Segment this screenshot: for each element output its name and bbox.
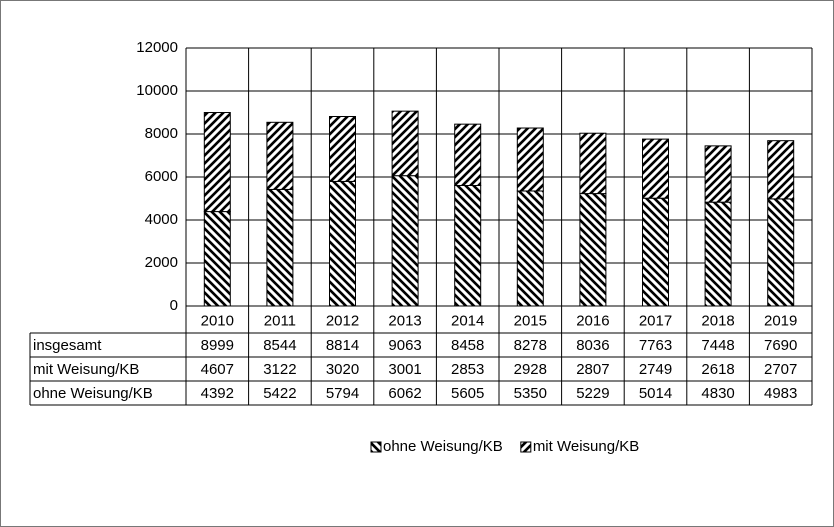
bar [266, 121, 294, 190]
table-cell: 4392 [201, 385, 234, 402]
x-tick-label: 2012 [326, 312, 359, 329]
row-label: mit Weisung/KB [33, 361, 139, 378]
x-tick-label: 2017 [639, 312, 672, 329]
bar [642, 138, 669, 199]
bar [704, 145, 732, 203]
table-cell: 8458 [451, 337, 484, 354]
legend-label: ohne Weisung/KB [383, 438, 503, 455]
table-cell: 7690 [764, 337, 797, 354]
table-cell: 5014 [639, 385, 672, 402]
table-cell: 7763 [639, 337, 672, 354]
table-cell: 2807 [576, 361, 609, 378]
table-cell: 2618 [701, 361, 734, 378]
table-cell: 8999 [201, 337, 234, 354]
table-cell: 5605 [451, 385, 484, 402]
legend-label: mit Weisung/KB [533, 438, 639, 455]
x-tick-label: 2013 [388, 312, 421, 329]
legend-swatch [520, 441, 532, 453]
table-cell: 3122 [263, 361, 296, 378]
table-cell: 8814 [326, 337, 359, 354]
table-cell: 7448 [701, 337, 734, 354]
bar [203, 112, 231, 213]
table-cell: 8036 [576, 337, 609, 354]
table-cell: 8544 [263, 337, 296, 354]
bar [203, 211, 231, 307]
y-tick-label: 2000 [145, 254, 178, 271]
table-cell: 4983 [764, 385, 797, 402]
row-label: ohne Weisung/KB [33, 385, 153, 402]
x-tick-label: 2014 [451, 312, 484, 329]
x-tick-label: 2011 [264, 312, 296, 329]
x-tick-label: 2016 [576, 312, 609, 329]
bar [391, 110, 419, 177]
bar [329, 115, 356, 182]
table-cell: 8278 [514, 337, 547, 354]
y-tick-label: 8000 [145, 125, 178, 142]
bar [454, 123, 482, 186]
bar [329, 180, 356, 307]
table-cell: 3001 [388, 361, 421, 378]
table-cell: 2853 [451, 361, 484, 378]
table-cell: 6062 [388, 385, 421, 402]
table-cell: 2707 [764, 361, 797, 378]
x-tick-label: 2010 [201, 312, 234, 329]
bar [767, 198, 795, 307]
table-cell: 3020 [326, 361, 359, 378]
y-tick-label: 6000 [145, 168, 178, 185]
bar [767, 140, 795, 200]
y-tick-label: 0 [170, 297, 178, 314]
bar [579, 132, 607, 195]
table-cell: 5350 [514, 385, 547, 402]
legend-swatch [370, 441, 382, 453]
table-cell: 4830 [701, 385, 734, 402]
y-tick-label: 10000 [136, 82, 178, 99]
bar [266, 188, 294, 307]
bar [516, 127, 544, 192]
table-cell: 5229 [576, 385, 609, 402]
x-tick-label: 2019 [764, 312, 797, 329]
bar [454, 184, 482, 307]
table-cell: 2749 [639, 361, 672, 378]
bar [516, 190, 544, 307]
table-cell: 4607 [201, 361, 234, 378]
x-tick-label: 2018 [701, 312, 734, 329]
table-cell: 5422 [263, 385, 296, 402]
bar [704, 201, 732, 307]
row-label: insgesamt [33, 337, 102, 354]
table-cell: 9063 [388, 337, 421, 354]
bar [579, 193, 607, 307]
y-tick-label: 12000 [136, 39, 178, 56]
table-cell: 5794 [326, 385, 359, 402]
x-tick-label: 2015 [514, 312, 547, 329]
bar [391, 175, 419, 307]
table-cell: 2928 [514, 361, 547, 378]
y-tick-label: 4000 [145, 211, 178, 228]
bar [642, 197, 669, 307]
